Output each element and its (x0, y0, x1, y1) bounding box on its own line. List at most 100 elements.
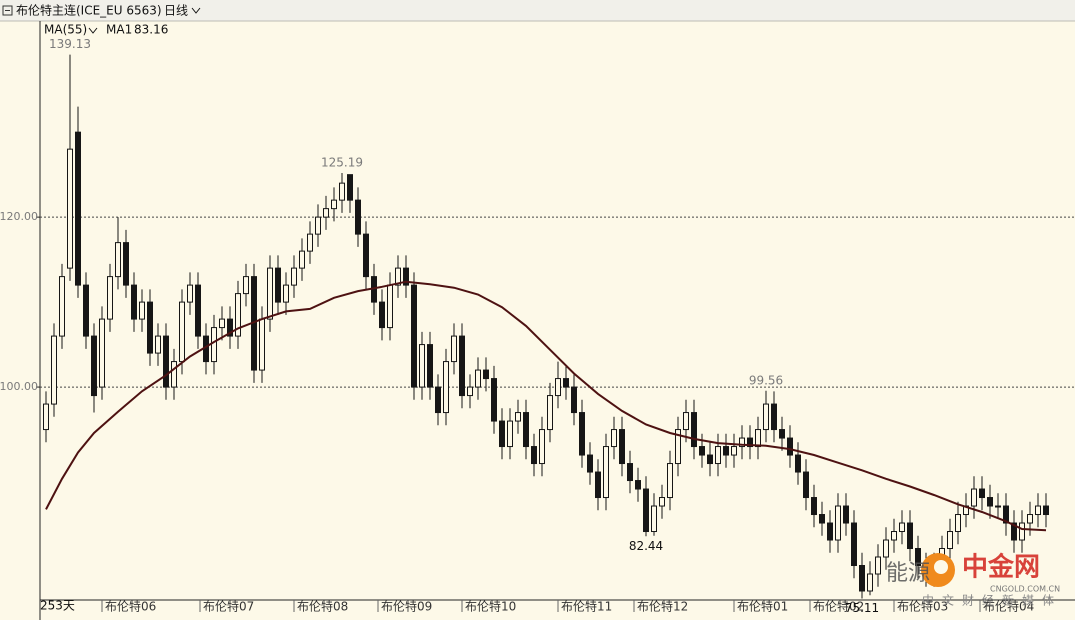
candle-body-up (683, 412, 689, 431)
extreme-label: 82.44 (629, 539, 663, 553)
candle-body-down (643, 488, 649, 533)
candle-body-down (579, 412, 585, 456)
candle-body-up (603, 446, 609, 499)
candle-body-down (483, 369, 489, 380)
candle-body-down (403, 267, 409, 286)
candle-body-down (811, 497, 817, 516)
candle-body-down (563, 378, 569, 388)
candle-body-up (475, 369, 481, 388)
period-count: 253天 (40, 599, 75, 613)
candle-body-up (715, 446, 721, 465)
dropdown-arrow[interactable] (88, 27, 98, 34)
candle-body-down (795, 454, 801, 473)
candle-body-down (571, 386, 577, 414)
candle-body-down (75, 131, 81, 286)
candle-body-down (411, 284, 417, 388)
candle-body-up (731, 446, 737, 456)
candle-body-down (347, 174, 353, 201)
x-tick-label: 布伦特02 (813, 599, 864, 614)
ma-last-value: 83.16 (134, 23, 168, 37)
candle-body-down (595, 471, 601, 499)
candle-body-down (979, 488, 985, 499)
candle-body-up (211, 327, 217, 363)
candle-body-up (867, 573, 873, 592)
candle-body-up (115, 242, 121, 278)
candle-body-up (515, 412, 521, 422)
x-tick-label: 布伦特01 (737, 599, 788, 614)
candle-body-up (235, 293, 241, 337)
candle-body-down (1003, 505, 1009, 524)
candle-body-down (355, 199, 361, 235)
candle-body-up (1027, 514, 1033, 524)
candle-body-up (395, 267, 401, 286)
x-tick-label: 布伦特03 (897, 599, 948, 614)
candle-body-down (91, 335, 97, 397)
candle-body-up (139, 301, 145, 320)
candle-body-up (171, 361, 177, 388)
candle-body-up (467, 386, 473, 397)
candle-body-up (611, 429, 617, 448)
candle-body-up (971, 488, 977, 507)
x-tick-label: 布伦特07 (203, 599, 254, 614)
candle-body-down (275, 267, 281, 303)
candle-body-down (723, 446, 729, 456)
candle-body-up (243, 276, 249, 295)
candle-body-down (779, 429, 785, 439)
candle-body-up (267, 267, 273, 320)
candle-body-up (187, 284, 193, 303)
indicator-selector[interactable]: MA(55) (44, 23, 87, 37)
candle-body-down (843, 505, 849, 524)
ma-name: MA1 (106, 23, 132, 37)
candle-body-down (123, 242, 129, 286)
extreme-label: 75.11 (845, 601, 879, 615)
candle-body-down (163, 335, 169, 388)
candle-body-up (891, 531, 897, 541)
ma-line (45, 280, 1047, 532)
candle-body-up (651, 505, 657, 533)
watermark-slogan: 中文财经新媒体 (922, 593, 1062, 608)
candle-body-up (763, 403, 769, 431)
candle-body-up (283, 284, 289, 303)
candle-body-down (1011, 522, 1017, 541)
header-icon (2, 5, 13, 16)
candle-body-up (675, 429, 681, 465)
candle-body-up (43, 403, 49, 431)
period-selector[interactable]: 日线 (164, 4, 188, 18)
extreme-label: 139.13 (49, 37, 91, 51)
candle-body-down (987, 497, 993, 507)
watermark: 能源 中金网 CNGOLD.COM.CN 中文财经新媒体 (886, 552, 1062, 608)
candle-body-down (131, 284, 137, 320)
x-tick-label: 布伦特10 (465, 599, 516, 614)
dropdown-arrow[interactable] (191, 7, 201, 14)
candle-body-up (331, 199, 337, 210)
candle-body-up (899, 522, 905, 533)
x-tick-label: 布伦特11 (561, 599, 612, 614)
candle-body-up (1035, 505, 1041, 516)
candle-body-down (803, 471, 809, 499)
candle-body-down (379, 301, 385, 329)
candle-body-up (219, 318, 225, 329)
candle-body-up (387, 284, 393, 329)
candle-body-up (875, 556, 881, 575)
watermark-logo (934, 560, 948, 574)
chart-title: 布伦特主连(ICE_EU 6563) (16, 3, 162, 18)
candle-body-down (491, 378, 497, 422)
x-tick-label: 布伦特12 (637, 599, 688, 614)
watermark-domain: CNGOLD.COM.CN (990, 585, 1060, 594)
candle-body-up (59, 276, 65, 337)
candle-body-up (107, 276, 113, 320)
candle-body-up (155, 335, 161, 354)
candle-body-down (859, 565, 865, 592)
candle-body-down (435, 386, 441, 414)
candle-body-down (587, 454, 593, 473)
candle-body-down (227, 318, 233, 337)
candle-body-up (323, 208, 329, 218)
candle-body-down (1043, 505, 1049, 516)
candle-body-down (635, 480, 641, 490)
candle-body-up (555, 378, 561, 397)
candle-body-down (195, 284, 201, 337)
candle-body-down (699, 446, 705, 456)
candle-body-up (835, 505, 841, 541)
